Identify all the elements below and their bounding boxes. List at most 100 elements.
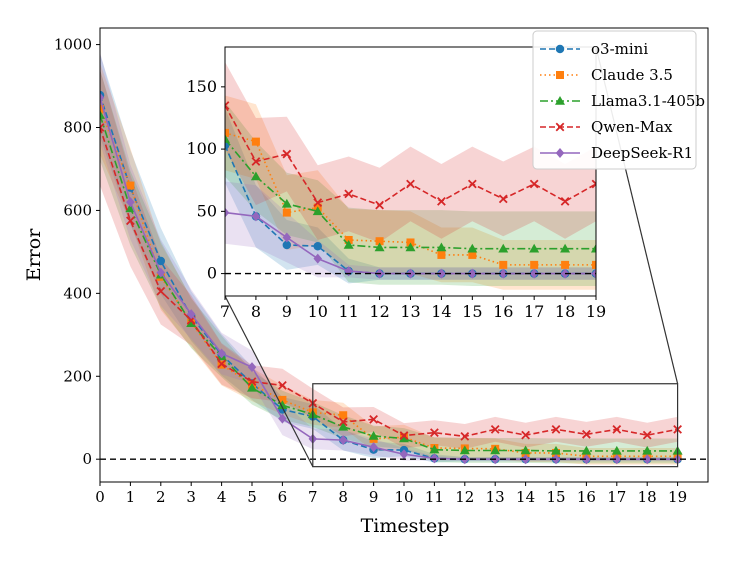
- inset-marker-claude-3-5-17: [530, 260, 539, 269]
- inset-marker-qwen-max-19: [591, 179, 596, 189]
- marker-qwen-max-0: [100, 123, 105, 132]
- inset-marker-o3-mini-10: [313, 241, 322, 251]
- x-tick-label-1: 1: [126, 488, 136, 506]
- legend-marker-o3-mini: [555, 44, 565, 54]
- legend-label-claude-3-5: Claude 3.5: [591, 66, 673, 84]
- inset-marker-llama3-1-405b-13: [405, 242, 416, 252]
- inset-marker-deepseek-r1-17: [529, 268, 539, 279]
- x-tick-label-5: 5: [247, 488, 257, 506]
- marker-deepseek-r1-3: [186, 309, 196, 320]
- marker-qwen-max-17: [612, 424, 622, 434]
- inset-x-tick-label-11: 11: [338, 302, 358, 321]
- inset-x-tick-label-10: 10: [308, 302, 328, 321]
- inset-marker-llama3-1-405b-7: [225, 134, 230, 143]
- marker-deepseek-r1-0: [100, 92, 105, 103]
- x-tick-label-3: 3: [186, 488, 196, 506]
- inset-marker-claude-3-5-7: [225, 128, 229, 137]
- band-o3-mini: [100, 53, 678, 463]
- marker-llama3-1-405b-5: [247, 382, 257, 392]
- marker-o3-mini-2: [156, 256, 166, 266]
- inset-marker-claude-3-5-18: [561, 260, 570, 269]
- inset-y-tick-label-100: 100: [186, 139, 217, 158]
- inset-marker-llama3-1-405b-17: [529, 243, 540, 253]
- inset-band-o3-mini: [225, 108, 596, 284]
- marker-llama3-1-405b-11: [429, 444, 440, 454]
- x-tick-label-7: 7: [308, 488, 318, 506]
- inset-marker-llama3-1-405b-12: [374, 242, 385, 252]
- legend-box: [532, 30, 697, 170]
- inset-band-qwen-max: [225, 61, 596, 243]
- inset-x-tick-label-15: 15: [462, 302, 482, 321]
- legend-label-llama3-1-405b: Llama3.1-405b: [591, 92, 705, 110]
- marker-qwen-max-14: [521, 430, 530, 440]
- inset-marker-qwen-max-12: [375, 200, 384, 210]
- marker-llama3-1-405b-16: [581, 445, 592, 455]
- y-tick-label-800: 800: [63, 119, 92, 137]
- marker-qwen-max-16: [582, 429, 591, 439]
- inset-marker-llama3-1-405b-9: [281, 198, 292, 208]
- x-tick-label-15: 15: [546, 488, 565, 506]
- inset-marker-deepseek-r1-10: [313, 253, 322, 264]
- x-tick-label-18: 18: [638, 488, 657, 506]
- y-tick-label-600: 600: [63, 201, 92, 219]
- band-deepseek-r1: [100, 52, 678, 462]
- marker-deepseek-r1-4: [217, 348, 226, 359]
- zoom-region-box: [312, 383, 679, 468]
- x-tick-label-2: 2: [156, 488, 166, 506]
- inset-marker-llama3-1-405b-10: [312, 206, 323, 216]
- inset-y-tick-label-0: 0: [207, 264, 217, 283]
- marker-deepseek-r1-5: [247, 362, 257, 373]
- marker-deepseek-r1-10: [399, 449, 409, 460]
- inset-marker-claude-3-5-15: [468, 250, 477, 259]
- marker-qwen-max-1: [126, 216, 135, 226]
- inset-marker-qwen-max-18: [560, 196, 570, 206]
- zoom-connector-left: [224, 295, 314, 467]
- inset-marker-qwen-max-9: [282, 149, 292, 159]
- marker-llama3-1-405b-17: [611, 445, 622, 455]
- inset-marker-qwen-max-7: [225, 101, 230, 110]
- legend-marker-deepseek-r1: [555, 148, 565, 158]
- marker-qwen-max-8: [338, 417, 348, 427]
- y-tick-label-1000: 1000: [54, 36, 92, 54]
- marker-llama3-1-405b-10: [399, 433, 409, 443]
- x-tick-label-16: 16: [577, 488, 596, 506]
- inset-x-tick-label-19: 19: [586, 302, 606, 321]
- line-o3-mini: [100, 94, 678, 461]
- inset-marker-llama3-1-405b-15: [467, 243, 478, 253]
- x-tick-label-19: 19: [668, 488, 687, 506]
- inset-marker-qwen-max-13: [406, 179, 415, 189]
- marker-llama3-1-405b-13: [490, 445, 501, 455]
- y-tick-label-400: 400: [63, 284, 92, 302]
- marker-deepseek-r1-17: [612, 454, 622, 465]
- inset-marker-qwen-max-10: [313, 198, 323, 208]
- x-tick-label-0: 0: [95, 488, 105, 506]
- legend-marker-qwen-max: [555, 122, 565, 132]
- marker-llama3-1-405b-14: [520, 445, 531, 455]
- band-llama3-1-405b: [100, 69, 678, 464]
- marker-qwen-max-6: [278, 381, 287, 390]
- inset-marker-claude-3-5-9: [282, 208, 291, 217]
- marker-claude-3-5-0: [100, 104, 104, 113]
- inset-x-tick-label-8: 8: [251, 302, 261, 321]
- inset-marker-deepseek-r1-8: [251, 211, 261, 222]
- main-series-lines: [100, 90, 683, 465]
- inset-x-tick-label-16: 16: [493, 302, 513, 321]
- marker-deepseek-r1-11: [430, 453, 439, 464]
- marker-deepseek-r1-9: [369, 442, 378, 453]
- inset-marker-qwen-max-11: [344, 189, 354, 199]
- inset-marker-claude-3-5-14: [437, 250, 446, 259]
- inset-band-claude-3-5: [225, 95, 596, 290]
- y-axis-label: Error: [23, 228, 45, 281]
- inset-marker-qwen-max-16: [498, 194, 508, 204]
- inset-marker-llama3-1-405b-16: [498, 243, 509, 253]
- inset-marker-llama3-1-405b-14: [436, 242, 447, 252]
- inset-marker-deepseek-r1-7: [225, 207, 230, 218]
- x-tick-label-10: 10: [394, 488, 413, 506]
- marker-qwen-max-15: [551, 424, 561, 434]
- inset-marker-llama3-1-405b-18: [560, 243, 571, 253]
- x-tick-label-4: 4: [217, 488, 227, 506]
- line-qwen-max: [100, 127, 678, 438]
- inset-marker-llama3-1-405b-19: [591, 243, 596, 253]
- marker-qwen-max-12: [460, 432, 470, 441]
